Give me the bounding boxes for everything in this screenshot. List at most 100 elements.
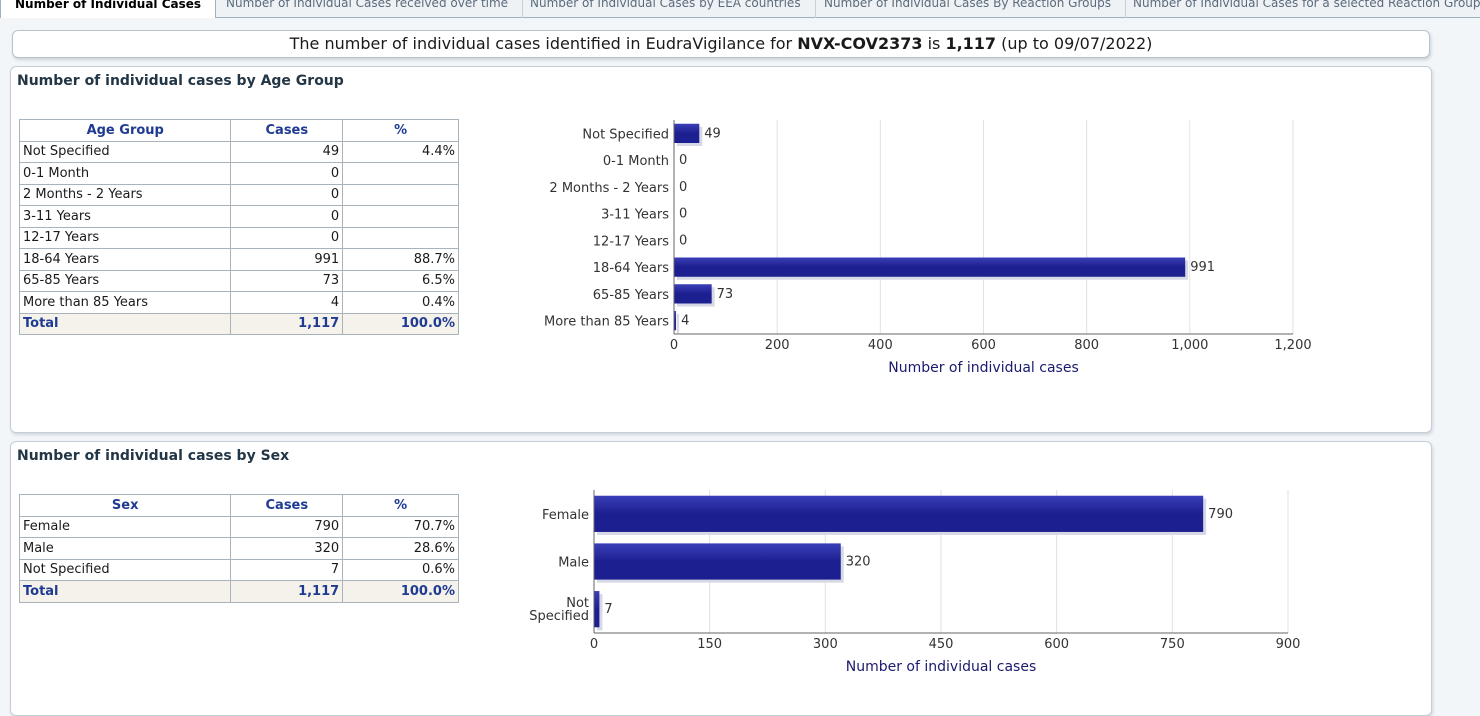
bar-shadow [597, 594, 603, 631]
percent-cell [342, 205, 459, 228]
cases-cell: 0 [230, 183, 344, 206]
age-group-cell: Not Specified [18, 140, 232, 163]
bar [594, 543, 841, 580]
percent-header: % [342, 494, 459, 517]
age-group-cell: 3-11 Years [18, 205, 232, 228]
x-tick-label: 0 [590, 637, 598, 652]
sex-header: Sex [18, 494, 232, 517]
age-group-panel: Number of individual cases by Age Group … [10, 66, 1432, 433]
cases-cell: 49 [230, 140, 344, 163]
data-label: 790 [1208, 507, 1233, 522]
bar [674, 310, 677, 331]
x-tick-label: 600 [971, 338, 996, 353]
data-label: 73 [717, 287, 734, 302]
percent-cell: 0.6% [342, 558, 459, 581]
cases-cell: 0 [230, 162, 344, 185]
cases-cell: 7 [230, 558, 344, 581]
data-label: 4 [681, 314, 689, 329]
category-label: Male [558, 556, 589, 571]
x-tick-label: 200 [765, 338, 790, 353]
x-axis-title: Number of individual cases [888, 360, 1079, 376]
table-row: 2 Months - 2 Years 0 [18, 183, 459, 206]
total-label-cell: Total [18, 580, 232, 603]
percent-cell [342, 226, 459, 249]
table-header-row: Sex Cases % [18, 494, 459, 517]
percent-cell: 70.7% [342, 515, 459, 538]
tab-bar: Number of Individual Cases Number of Ind… [0, 0, 1480, 18]
data-label: 0 [679, 180, 687, 195]
table-row: 0-1 Month 0 [18, 162, 459, 185]
table-header-row: Age Group Cases % [18, 119, 459, 142]
cases-cell: 0 [230, 226, 344, 249]
banner-count: 1,117 [945, 34, 997, 53]
cases-header: Cases [230, 494, 344, 517]
age-group-cell: 65-85 Years [18, 269, 232, 292]
total-cases-cell: 1,117 [230, 312, 344, 335]
sex-table: Sex Cases % Female 790 70.7% Male 320 28.6% … [18, 494, 459, 603]
table-total-row: Total 1,117 100.0% [18, 312, 459, 335]
banner-middle: is [922, 34, 946, 53]
sex-bar-chart: 0 150 300 450 600 750 900 790 Female 320 Male 7 NotS… [529, 490, 1300, 675]
category-label: Specified [529, 609, 589, 624]
summary-banner: The number of individual cases identifie… [12, 30, 1430, 58]
x-tick-label: 450 [929, 637, 954, 652]
table-row: Not Specified 7 0.6% [18, 558, 459, 581]
age-group-header: Age Group [18, 119, 232, 142]
x-tick-label: 0 [670, 338, 678, 353]
tab-cases-by-eea-countries[interactable]: Number of Individual Cases by EEA countr… [516, 0, 816, 18]
bar-shadow [677, 313, 680, 334]
table-row: Male 320 28.6% [18, 537, 459, 560]
age-group-cell: 12-17 Years [18, 226, 232, 249]
x-axis-title: Number of individual cases [846, 659, 1037, 675]
percent-cell: 6.5% [342, 269, 459, 292]
percent-cell: 4.4% [342, 140, 459, 163]
bar [674, 123, 700, 144]
data-label: 7 [604, 602, 612, 617]
percent-cell: 28.6% [342, 537, 459, 560]
category-label: 0-1 Month [603, 154, 669, 169]
category-label: Not [566, 596, 589, 611]
category-label: 18-64 Years [593, 261, 669, 276]
table-row: 12-17 Years 0 [18, 226, 459, 249]
x-tick-label: 1,000 [1171, 338, 1208, 353]
x-tick-label: 600 [1044, 637, 1069, 652]
age-group-table: Age Group Cases % Not Specified 49 4.4% 0-… [18, 119, 459, 335]
cases-cell: 73 [230, 269, 344, 292]
cases-cell: 790 [230, 515, 344, 538]
x-tick-label: 150 [697, 637, 722, 652]
category-label: 3-11 Years [601, 208, 669, 223]
percent-header: % [342, 119, 459, 142]
age-group-cell: More than 85 Years [18, 291, 232, 314]
cases-header: Cases [230, 119, 344, 142]
table-row: 3-11 Years 0 [18, 205, 459, 228]
cases-cell: 991 [230, 248, 344, 271]
banner-prefix: The number of individual cases identifie… [289, 34, 798, 53]
percent-cell [342, 162, 459, 185]
total-percent-cell: 100.0% [342, 312, 459, 335]
table-row: Not Specified 49 4.4% [18, 140, 459, 163]
total-label-cell: Total [18, 312, 232, 335]
tab-cases-by-reaction-groups[interactable]: Number of Individual Cases By Reaction G… [810, 0, 1126, 18]
table-row: 18-64 Years 991 88.7% [18, 248, 459, 271]
bar [594, 495, 1204, 532]
data-label: 49 [704, 126, 721, 141]
category-label: 65-85 Years [593, 288, 669, 303]
age-group-cell: 18-64 Years [18, 248, 232, 271]
data-label: 0 [679, 207, 687, 222]
category-label: Not Specified [582, 127, 669, 142]
percent-cell: 0.4% [342, 291, 459, 314]
cases-cell: 320 [230, 537, 344, 560]
tab-cases-selected-reaction-group[interactable]: Number of Individual Cases for a selecte… [1119, 0, 1480, 18]
sex-cell: Male [18, 537, 232, 560]
tab-number-of-individual-cases[interactable]: Number of Individual Cases [0, 0, 217, 18]
sex-panel-title: Number of individual cases by Sex [17, 448, 290, 464]
age-group-cell: 2 Months - 2 Years [18, 183, 232, 206]
category-label: 2 Months - 2 Years [549, 181, 669, 196]
x-tick-label: 750 [1160, 637, 1185, 652]
age-panel-title: Number of individual cases by Age Group [17, 73, 344, 89]
tab-cases-over-time[interactable]: Number of Individual Cases received over… [212, 0, 524, 18]
sex-cell: Not Specified [18, 558, 232, 581]
bar [674, 257, 1186, 277]
data-label: 0 [679, 153, 687, 168]
